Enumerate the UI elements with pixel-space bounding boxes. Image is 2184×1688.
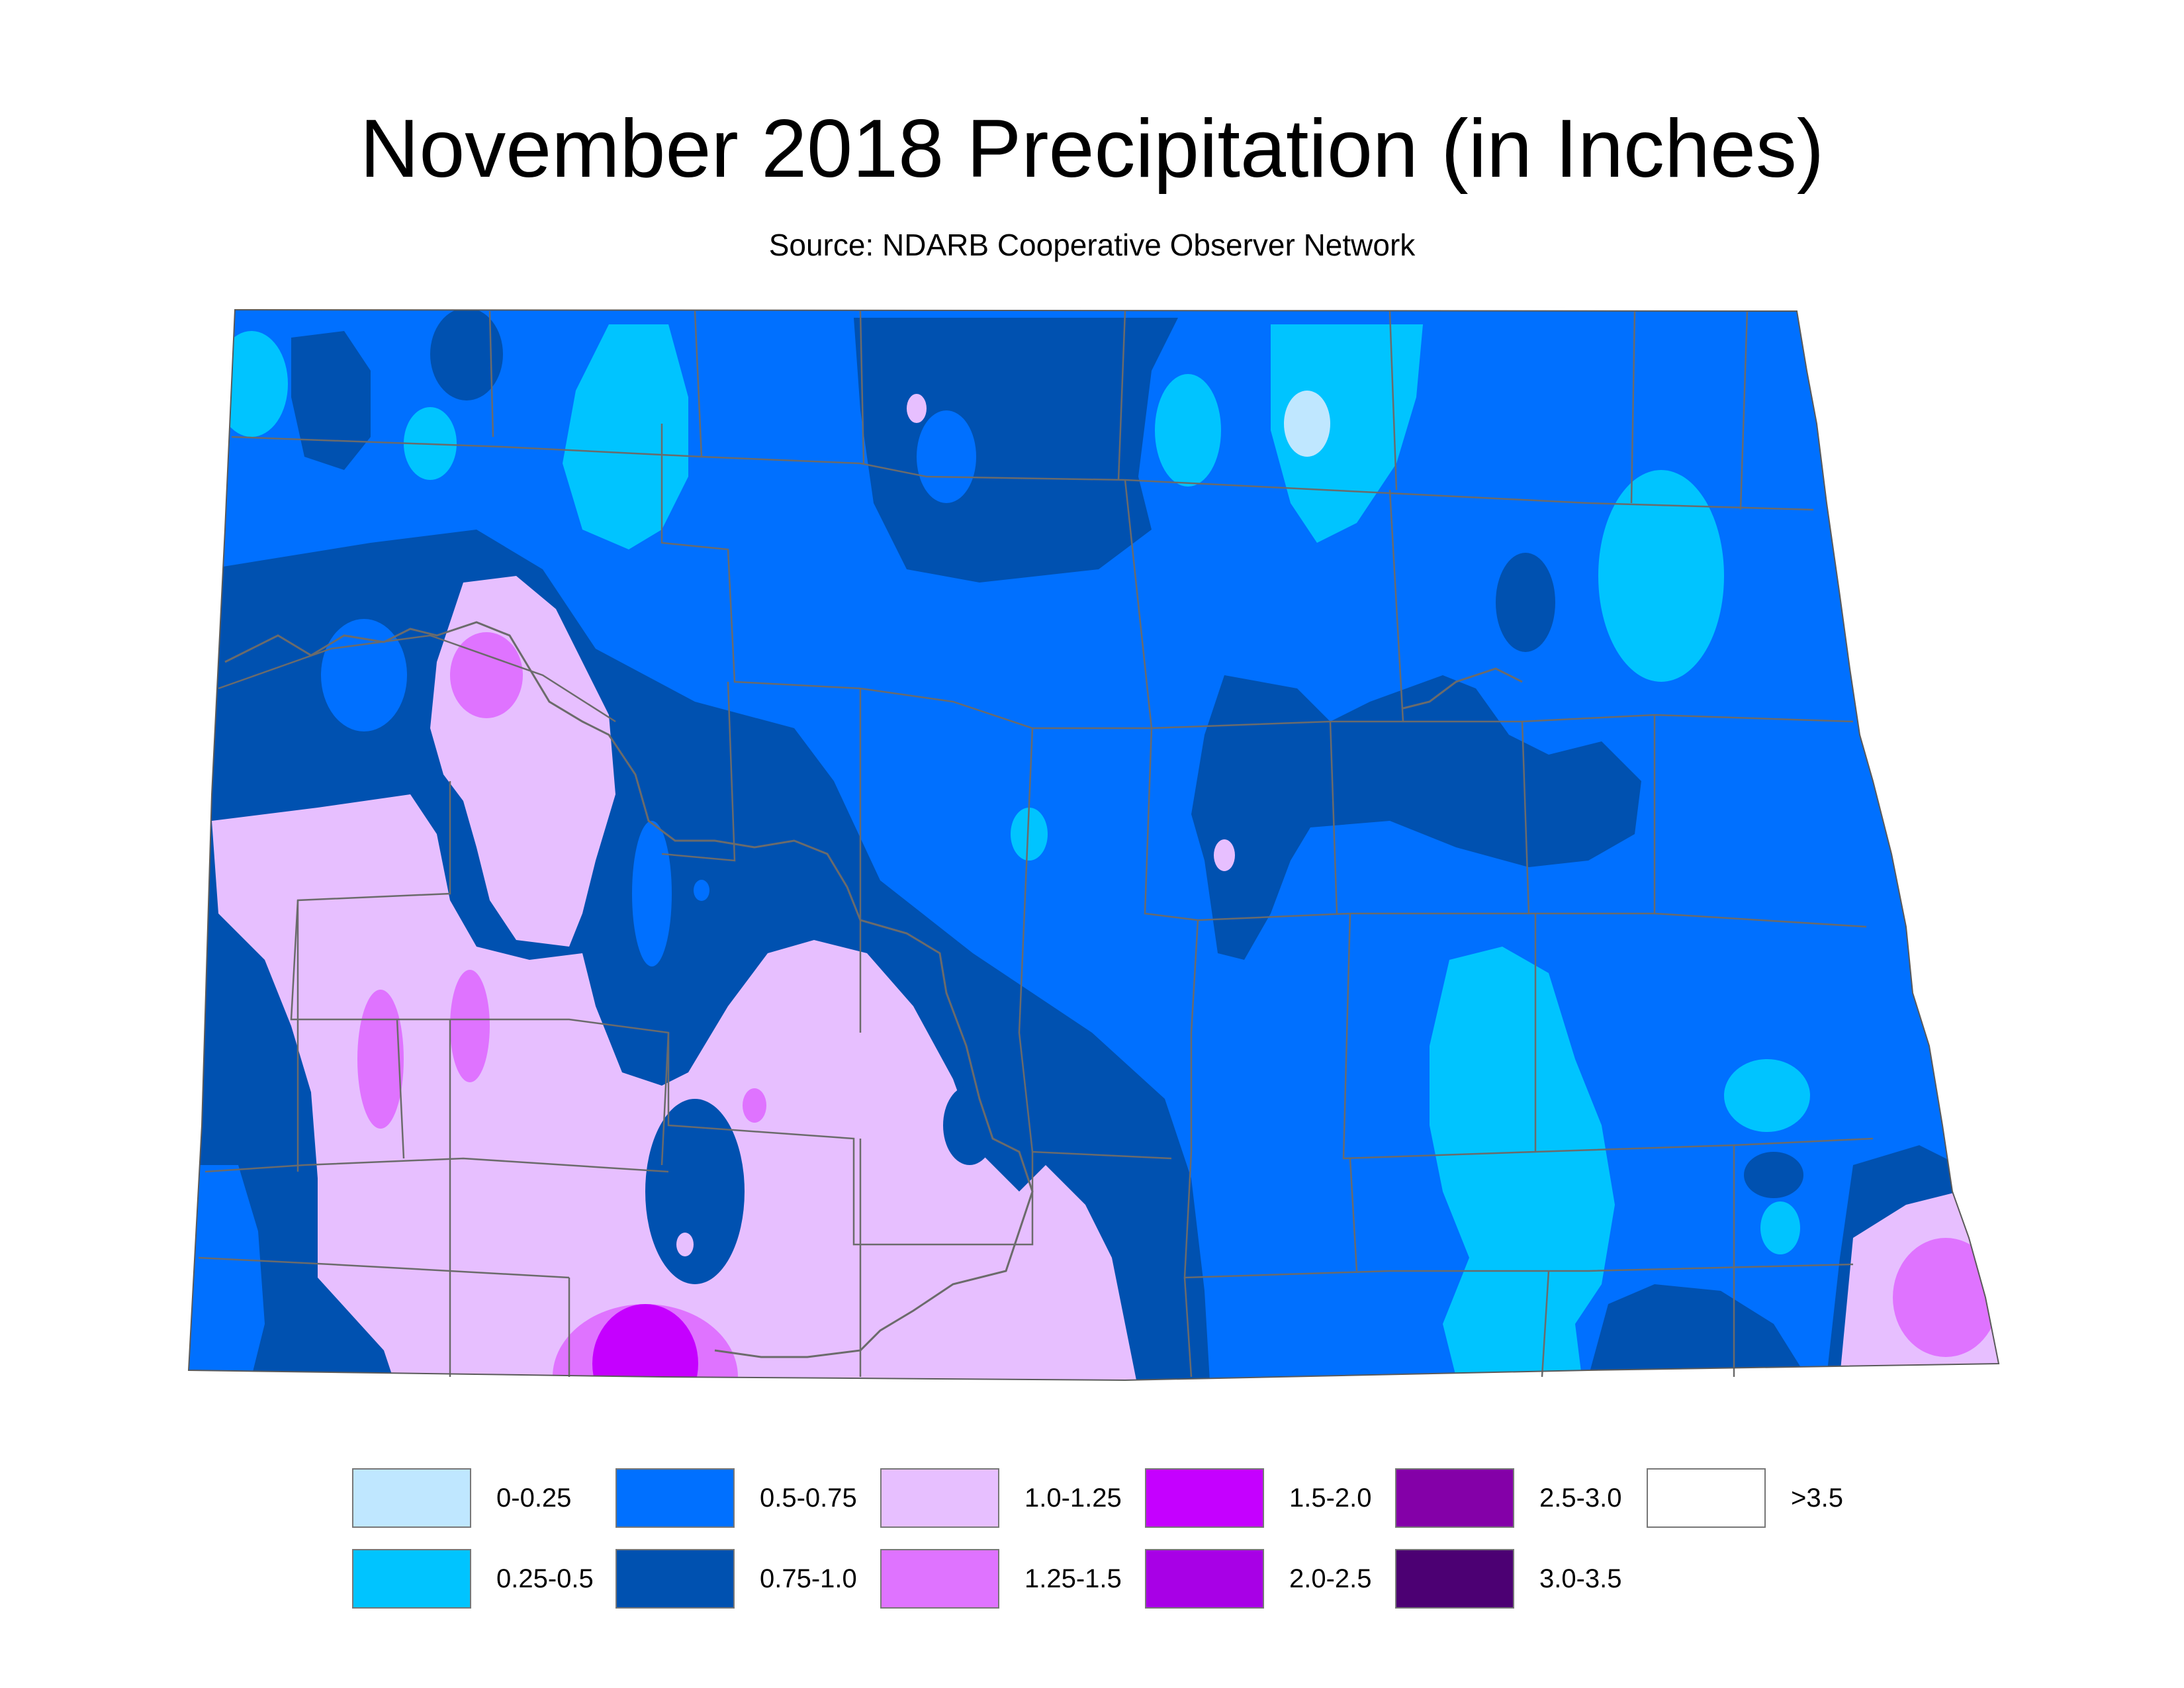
zone-0.5-0.75-w2 [632,821,672,966]
zone-0.25-0.5-ne [1598,470,1724,682]
zone-1.25-1.5-a [450,632,523,718]
zone-0.75-1.0-east-small [1744,1152,1803,1198]
legend-swatch [880,1468,999,1528]
legend-swatch [615,1549,735,1609]
zone-0.25-0.5-e1 [1724,1059,1810,1132]
zone-1.0-1.25-hole-c [943,1086,996,1165]
state-outline [187,308,2000,1382]
zone-1.0-1.25-hole-b [645,1099,745,1284]
legend-swatch [1145,1468,1264,1528]
zone-0.75-1.0-nw-small [430,310,503,400]
state-fill [189,310,1999,1380]
legend-swatch [352,1468,471,1528]
legend-label: 3.0-3.5 [1539,1564,1622,1593]
legend-label: 1.5-2.0 [1289,1483,1372,1513]
zone-0.25-0.5-nc [1155,374,1221,487]
zone-0.5-0.75-sw1 [189,1165,265,1377]
legend-label: 0.75-1.0 [760,1564,857,1593]
zone-0.75-1.0-north-center [854,318,1178,583]
legend-label: 0.5-0.75 [760,1483,857,1513]
legend-swatch [352,1549,471,1609]
legend-swatch [1145,1549,1264,1609]
rivers [224,621,1523,1358]
map-subtitle: Source: NDARB Cooperative Observer Netwo… [768,228,1416,262]
zone-0.25-0.5-c [1011,808,1048,861]
legend-swatch [880,1549,999,1609]
legend-label: 2.5-3.0 [1539,1483,1622,1513]
zone-1.0-1.25-dot3 [676,1233,694,1256]
zone-1.0-1.25-dot1 [907,394,927,423]
zone-1.0-1.25-dot2 [1214,839,1235,871]
zone-0-0.25-a [1284,391,1330,457]
zone-1.5-2.0-a [592,1304,698,1380]
county-lines [198,310,1874,1378]
legend-swatch [1395,1468,1514,1528]
zone-0.75-1.0-southeast [1588,1284,1807,1377]
zone-0.25-0.5-e2 [1760,1201,1800,1254]
zone-0.25-0.5-north2 [1271,324,1423,543]
zone-1.25-1.5-b [357,990,404,1129]
legend-label: 1.0-1.25 [1024,1483,1122,1513]
zone-1.25-1.5-f [1893,1238,1999,1357]
legend-label: 0.25-0.5 [496,1564,594,1593]
legend-label: 1.25-1.5 [1024,1564,1122,1593]
zone-0.5-0.75-n1 [917,410,976,503]
legend-label: 2.0-2.5 [1289,1564,1372,1593]
zone-0.75-1.0-center-east [1191,675,1641,960]
legend-swatch [1647,1468,1766,1528]
zone-0.5-0.75-w3 [694,880,709,901]
zone-0.25-0.5-north [563,324,688,549]
zone-1.25-1.5-d [743,1088,766,1123]
legend-label: 0-0.25 [496,1483,572,1513]
zone-0.25-0.5-se [1430,947,1615,1377]
zone-0.75-1.0-nw-blob [291,331,371,470]
map-title: November 2018 Precipitation (in Inches) [359,103,1825,195]
legend-swatch [1395,1549,1514,1609]
legend-label: >3.5 [1791,1483,1843,1513]
zone-1.0-1.25-west [212,794,1138,1380]
zone-0.75-1.0-ne-small [1496,553,1555,652]
legend-swatch [615,1468,735,1528]
zone-1.25-1.5-c [450,970,490,1082]
